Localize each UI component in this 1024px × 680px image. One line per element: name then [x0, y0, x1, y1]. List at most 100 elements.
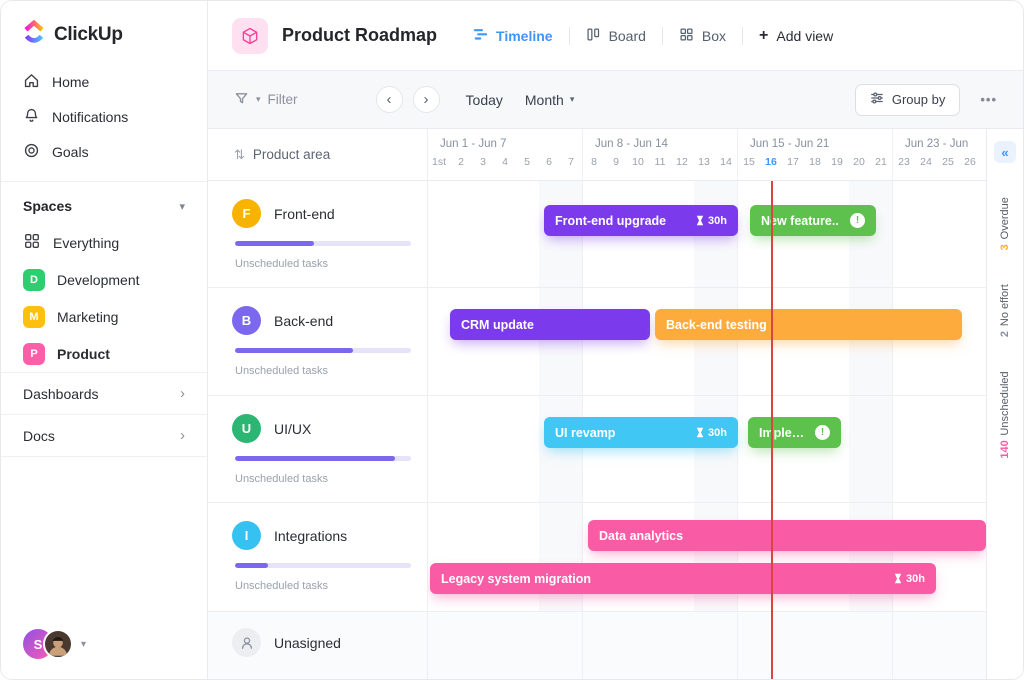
tab-box[interactable]: Box: [663, 24, 742, 48]
sidebar-item-notifications[interactable]: Notifications: [1, 99, 207, 134]
tab-board[interactable]: Board: [570, 24, 662, 48]
day-number[interactable]: 9: [613, 156, 619, 168]
task-bar-back-end-testing[interactable]: Back-end testing: [655, 309, 962, 340]
progress-fill: [235, 348, 353, 353]
task-label: Back-end testing: [666, 317, 767, 332]
add-view-button[interactable]: + Add view: [743, 24, 849, 48]
day-number[interactable]: 17: [787, 156, 799, 168]
week-column: Jun 8 - Jun 14 8 9 10 11 12 13 14: [583, 129, 738, 180]
sidebar-item-goals[interactable]: Goals: [1, 134, 207, 169]
task-bar-implem[interactable]: Implem.. !: [748, 417, 841, 448]
day-number[interactable]: 23: [898, 156, 910, 168]
collapse-rail-button[interactable]: «: [994, 141, 1016, 163]
day-number[interactable]: 15: [743, 156, 755, 168]
tab-divider: [742, 26, 744, 45]
day-number[interactable]: 25: [942, 156, 954, 168]
day-number[interactable]: 20: [853, 156, 865, 168]
task-label: CRM update: [461, 317, 534, 332]
day-number[interactable]: 2: [458, 156, 464, 168]
group-by-button[interactable]: Group by: [854, 83, 961, 116]
day-number[interactable]: 13: [698, 156, 710, 168]
day-number[interactable]: 12: [676, 156, 688, 168]
link-label: Dashboards: [23, 385, 99, 402]
overdue-stat[interactable]: 3 Overdue: [999, 197, 1011, 250]
spaces-section-header[interactable]: Spaces ▾: [1, 182, 207, 224]
day-number[interactable]: 8: [591, 156, 597, 168]
date-navigation: ‹ › Today Month ▾: [375, 86, 574, 113]
prev-button[interactable]: ‹: [375, 86, 403, 113]
timeline-toolbar: ▾ Filter ‹ › Today Month ▾ Group by: [208, 71, 1023, 129]
sidebar-item-docs[interactable]: Docs ›: [1, 414, 207, 456]
space-label: Marketing: [57, 308, 119, 325]
time-estimate-badge: 30h: [894, 573, 925, 585]
group-avatar: B: [232, 306, 261, 335]
chevron-down-icon[interactable]: ▾: [81, 638, 87, 650]
row-header-cell: I Integrations Unscheduled tasks: [208, 503, 428, 611]
unscheduled-tasks-link[interactable]: Unscheduled tasks: [235, 580, 328, 592]
clickup-logo[interactable]: ClickUp: [1, 1, 207, 64]
no-effort-stat[interactable]: 2 No effort: [999, 284, 1011, 337]
today-button[interactable]: Today: [465, 91, 503, 108]
user-menu[interactable]: S ▾: [1, 615, 207, 679]
time-estimate-badge: 30h: [696, 215, 727, 227]
grid-icon: [23, 232, 41, 253]
group-avatar: F: [232, 199, 261, 228]
month-label: Month: [524, 91, 564, 108]
more-options-button[interactable]: •••: [980, 92, 997, 107]
day-number[interactable]: 3: [480, 156, 486, 168]
day-number[interactable]: 18: [809, 156, 821, 168]
unscheduled-tasks-link[interactable]: Unscheduled tasks: [235, 258, 328, 270]
task-bar-crm-update[interactable]: CRM update: [450, 309, 650, 340]
week-column: Jun 15 - Jun 21 15 16 17 18 19 20 21: [738, 129, 893, 180]
task-label: Front-end upgrade: [555, 213, 667, 228]
day-number[interactable]: 5: [524, 156, 530, 168]
link-label: Docs: [23, 427, 55, 444]
task-bar-front-end-upgrade[interactable]: Front-end upgrade 30h: [544, 205, 738, 236]
timeline-header: ⇅ Product area Jun 1 - Jun 7 1st 2 3 4 5 6 7 J…: [208, 129, 1023, 181]
sidebar-item-development[interactable]: D Development: [1, 261, 207, 298]
user-avatar[interactable]: [43, 629, 73, 659]
sidebar-item-label: Notifications: [52, 108, 129, 125]
group-name: Back-end: [274, 312, 334, 329]
task-label: Implem..: [759, 425, 809, 440]
next-button[interactable]: ›: [412, 86, 440, 113]
sidebar-item-dashboards[interactable]: Dashboards ›: [1, 372, 207, 414]
filter-button[interactable]: ▾ Filter: [234, 91, 298, 109]
day-number[interactable]: 19: [831, 156, 843, 168]
day-number[interactable]: 11: [654, 156, 666, 168]
month-dropdown[interactable]: Month ▾: [525, 92, 574, 108]
day-number[interactable]: 4: [502, 156, 508, 168]
day-number[interactable]: 26: [964, 156, 976, 168]
chevron-down-icon[interactable]: ▾: [179, 200, 185, 213]
unscheduled-tasks-link[interactable]: Unscheduled tasks: [235, 365, 328, 377]
goals-icon: [23, 142, 40, 162]
day-number[interactable]: 1st: [431, 156, 446, 168]
tab-timeline[interactable]: Timeline: [457, 24, 569, 48]
sort-icon[interactable]: ⇅: [234, 146, 245, 162]
chevron-down-icon: ▾: [569, 94, 575, 104]
unscheduled-stat[interactable]: 140 Unscheduled: [999, 371, 1011, 459]
progress-fill: [235, 563, 269, 568]
task-bar-legacy-system-migration[interactable]: Legacy system migration 30h: [430, 563, 936, 594]
sidebar-item-home[interactable]: Home: [1, 64, 207, 99]
day-number[interactable]: 10: [632, 156, 644, 168]
day-number[interactable]: 6: [546, 156, 552, 168]
estimate-value: 30h: [906, 572, 925, 585]
chevron-down-icon: ▾: [256, 94, 261, 104]
day-number[interactable]: 21: [875, 156, 887, 168]
alert-icon: !: [815, 425, 830, 440]
day-number-today[interactable]: 16: [765, 156, 777, 168]
unscheduled-tasks-link[interactable]: Unscheduled tasks: [235, 473, 328, 485]
hourglass-icon: [894, 573, 902, 584]
week-label: Jun 8 - Jun 14: [595, 138, 668, 150]
task-bar-data-analytics[interactable]: Data analytics: [588, 520, 986, 551]
task-bar-new-feature[interactable]: New feature.. !: [750, 205, 876, 236]
task-bar-ui-revamp[interactable]: UI revamp 30h: [544, 417, 738, 448]
day-number[interactable]: 14: [720, 156, 732, 168]
product-area-column-header[interactable]: ⇅ Product area: [208, 129, 428, 180]
day-number[interactable]: 24: [920, 156, 932, 168]
sidebar-item-marketing[interactable]: M Marketing: [1, 298, 207, 335]
sidebar-item-everything[interactable]: Everything: [1, 224, 207, 261]
day-number[interactable]: 7: [568, 156, 574, 168]
sidebar-item-product[interactable]: P Product: [1, 335, 207, 372]
